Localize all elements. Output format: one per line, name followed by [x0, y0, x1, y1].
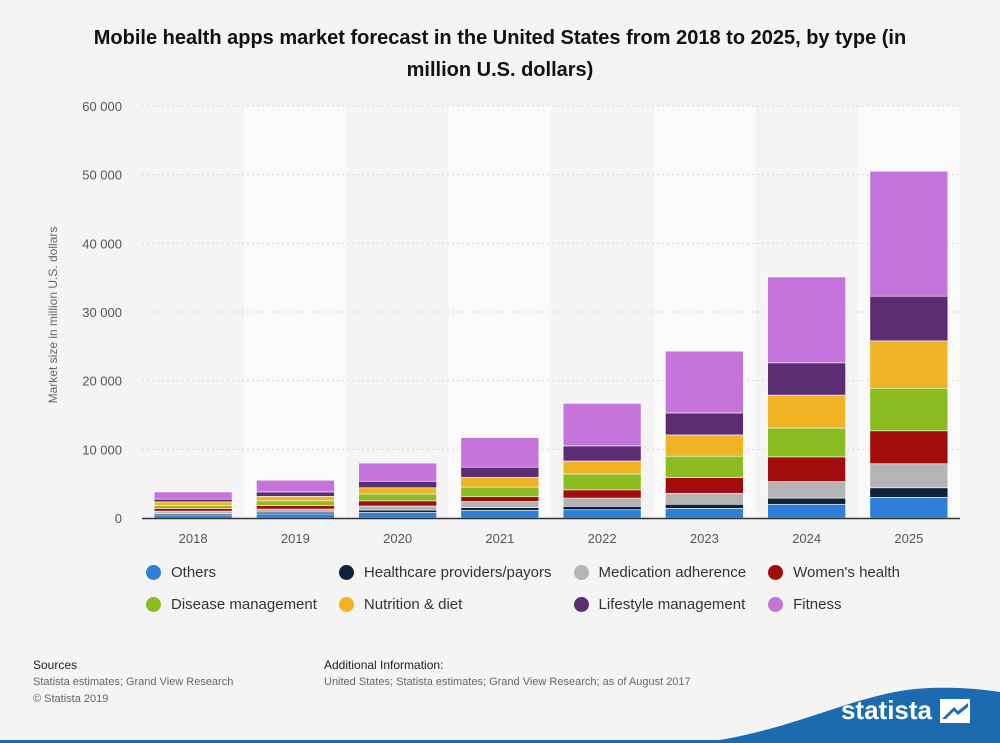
bar-segment: [460, 437, 540, 468]
legend-label: Lifestyle management: [598, 595, 746, 613]
wave-shape: [700, 687, 1000, 743]
bar-segment: [869, 295, 949, 342]
x-tick-label: 2021: [485, 531, 514, 546]
legend-item-fitness[interactable]: Fitness: [768, 592, 900, 616]
legend-label: Women's health: [793, 563, 900, 581]
y-tick-label: 60 000: [82, 99, 122, 114]
bar-segment: [869, 387, 949, 432]
stacked-bar-chart: 0 10 000 20 000 30 000 40 000 50 000 60 000 Mar…: [46, 99, 960, 546]
bar-segment: [665, 350, 744, 414]
bar-segment: [153, 491, 233, 500]
legend-swatch-icon: [573, 596, 589, 612]
sources-block: Sources Statista estimates; Grand View R…: [33, 657, 293, 708]
legend-swatch-icon: [768, 564, 784, 580]
legend-swatch-icon: [338, 564, 354, 580]
legend-label: Fitness: [793, 595, 842, 613]
x-tick-label: 2018: [179, 531, 208, 546]
legend-item-womens-health[interactable]: Women's health: [768, 560, 900, 584]
x-tick-label: 2019: [281, 531, 310, 546]
legend-swatch-icon: [338, 596, 354, 612]
y-tick-label: 30 000: [82, 305, 122, 320]
legend-label: Healthcare providers/payors: [363, 563, 552, 581]
x-tick-label: 2025: [894, 531, 923, 546]
copyright-text: © Statista 2019: [33, 693, 109, 705]
chart-title: Mobile health apps market forecast in th…: [93, 27, 907, 81]
bar-segment: [767, 427, 846, 458]
legend-swatch-icon: [768, 596, 784, 612]
additional-info-heading: Additional Information:: [324, 658, 444, 672]
legend-item-healthcare-providers[interactable]: Healthcare providers/payors: [338, 560, 552, 584]
bar-segment: [869, 463, 949, 489]
x-tick-label: 2020: [383, 531, 412, 546]
y-tick-label: 40 000: [82, 236, 122, 251]
sources-heading: Sources: [33, 658, 78, 672]
legend-label: Disease management: [171, 595, 317, 613]
legend-swatch-icon: [146, 596, 161, 612]
bottom-accent-line: [0, 740, 1000, 743]
bar-segment: [767, 456, 846, 482]
legend-label: Nutrition & diet: [363, 595, 463, 613]
legend-swatch-icon: [146, 564, 161, 580]
bar-segment: [767, 394, 846, 429]
sources-text[interactable]: Statista estimates; Grand View Research: [33, 676, 234, 688]
statista-logo-icon: [940, 698, 970, 723]
plot-band: [244, 106, 347, 518]
legend-item-disease-management[interactable]: Disease management: [146, 592, 317, 616]
y-tick-label: 50 000: [82, 168, 122, 183]
x-tick-label: 2023: [690, 531, 719, 546]
y-tick-label: 0: [115, 511, 122, 526]
bar-segment: [869, 170, 949, 297]
bar-segment: [869, 340, 949, 389]
additional-info-text: United States; Statista estimates; Grand…: [324, 676, 691, 688]
y-axis-title: Market size in million U.S. dollars: [46, 227, 60, 404]
bar-segment: [562, 403, 642, 447]
legend-item-others[interactable]: Others: [146, 560, 317, 584]
x-tick-label: 2022: [588, 531, 617, 546]
chart-legend: Others Healthcare providers/payors Medic…: [146, 560, 906, 616]
y-tick-label: 20 000: [82, 374, 122, 389]
bar-segment: [358, 462, 437, 482]
additional-info-block: Additional Information: United States; S…: [324, 657, 704, 691]
brand-name: statista: [840, 695, 932, 725]
statista-logo[interactable]: statista: [841, 695, 970, 726]
bar-segment: [767, 276, 846, 364]
bar-segment: [256, 479, 335, 493]
bar-segment: [869, 430, 949, 465]
legend-label: Medication adherence: [598, 563, 747, 581]
y-tick-label: 10 000: [82, 442, 122, 457]
legend-swatch-icon: [573, 564, 589, 580]
legend-item-nutrition-diet[interactable]: Nutrition & diet: [338, 592, 552, 616]
legend-label: Others: [171, 563, 217, 581]
x-tick-label: 2024: [792, 531, 821, 546]
legend-item-medication-adherence[interactable]: Medication adherence: [573, 560, 747, 584]
legend-item-lifestyle-management[interactable]: Lifestyle management: [573, 592, 747, 616]
